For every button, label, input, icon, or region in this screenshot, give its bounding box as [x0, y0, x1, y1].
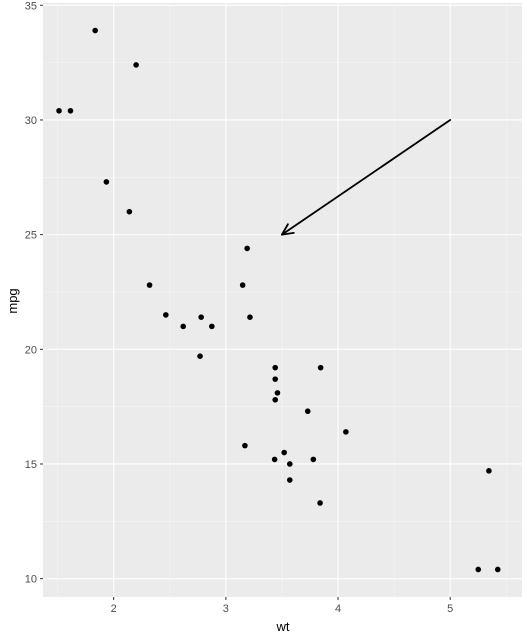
- data-point: [281, 449, 287, 456]
- data-point: [304, 408, 311, 415]
- data-point: [126, 208, 133, 215]
- x-tick-label: 5: [447, 603, 453, 615]
- data-points: [56, 27, 501, 573]
- data-point: [310, 456, 317, 463]
- y-tick-label: 10: [25, 574, 37, 586]
- data-point: [103, 179, 110, 185]
- y-axis-title: mpg: [5, 288, 20, 313]
- data-point: [56, 107, 62, 114]
- y-tick-label: 35: [25, 0, 37, 12]
- y-tick-label: 15: [25, 459, 37, 471]
- data-point: [286, 461, 293, 467]
- data-point: [274, 390, 281, 396]
- x-axis-ticks: 2 3 4 5: [111, 597, 453, 615]
- data-point: [272, 396, 279, 403]
- x-tick-label: 3: [223, 603, 229, 615]
- data-point: [271, 456, 278, 463]
- data-point: [317, 500, 323, 506]
- data-point: [67, 107, 74, 114]
- data-point: [486, 468, 492, 474]
- data-point: [198, 314, 204, 321]
- data-point: [163, 312, 169, 318]
- data-point: [133, 62, 139, 68]
- y-tick-label: 20: [25, 344, 37, 356]
- x-axis-title: wt: [276, 619, 290, 634]
- y-tick-label: 30: [25, 115, 37, 127]
- y-tick-label: 25: [25, 230, 37, 242]
- plot-panel: [43, 3, 522, 597]
- data-point: [286, 477, 293, 483]
- data-point: [272, 376, 279, 382]
- data-point: [272, 364, 279, 371]
- data-point: [239, 282, 246, 288]
- data-point: [242, 442, 248, 449]
- data-point: [209, 323, 215, 330]
- data-point: [247, 314, 253, 321]
- data-point: [244, 245, 250, 252]
- data-point: [343, 429, 349, 435]
- data-point: [475, 566, 482, 573]
- data-point: [494, 566, 501, 573]
- y-axis-ticks: 10 15 20 25 30 35: [25, 0, 43, 586]
- x-tick-label: 4: [335, 603, 341, 615]
- data-point: [317, 364, 324, 371]
- data-point: [92, 27, 98, 34]
- x-tick-label: 2: [111, 603, 117, 615]
- annotation-arrow-shaft: [281, 119, 452, 236]
- data-point: [146, 282, 153, 288]
- data-point: [197, 353, 203, 359]
- data-point: [180, 323, 187, 330]
- major-gridlines: [43, 3, 522, 597]
- annotations: [281, 119, 452, 236]
- annotation-arrow-head: [281, 223, 295, 236]
- minor-gridlines: [43, 3, 522, 597]
